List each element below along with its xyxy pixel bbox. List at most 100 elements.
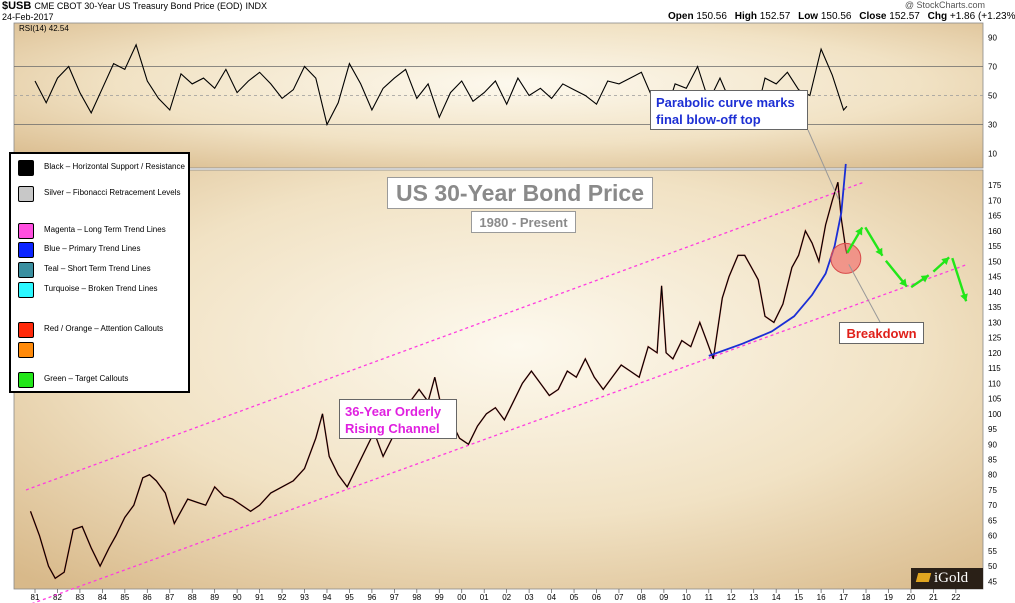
color-legend: Black – Horizontal Support / Resistance S…: [9, 152, 190, 393]
x-tick-label: 85: [120, 593, 129, 602]
breakdown-pointer-line: [848, 264, 881, 323]
close-label: Close: [859, 11, 887, 22]
open-label: Open: [668, 11, 694, 22]
x-tick-label: 87: [165, 593, 174, 602]
price-tick-label: 100: [988, 410, 1002, 419]
x-tick-label: 17: [839, 593, 848, 602]
annotation-overlays: [708, 129, 968, 357]
rsi-gridlines: [14, 66, 983, 125]
chart-symbol: $USB CME CBOT 30-Year US Treasury Bond P…: [2, 0, 267, 12]
x-tick-labels: 81 82 83 84 85 86 87 88 89 90 91 92 93 94 95 96 97 98 99 00…: [31, 589, 961, 602]
x-tick-label: 94: [323, 593, 332, 602]
legend-swatch: [18, 322, 34, 338]
igold-logo: iGold: [911, 568, 983, 589]
x-tick-label: 83: [75, 593, 84, 602]
x-tick-label: 11: [705, 593, 714, 602]
symbol-label: $USB: [2, 0, 32, 12]
breakdown-callout: Breakdown: [839, 322, 924, 344]
price-tick-label: 50: [988, 562, 997, 571]
rsi-tick-label: 90: [988, 34, 997, 43]
parabolic-callout: Parabolic curve marks final blow-off top: [650, 90, 808, 130]
x-tick-label: 91: [255, 593, 264, 602]
legend-label: Black – Horizontal Support / Resistance: [44, 162, 185, 171]
x-tick-label: 03: [525, 593, 534, 602]
lower-channel-line: [31, 263, 968, 603]
target-arrow-head: [920, 275, 929, 283]
chart-date: 24-Feb-2017: [2, 12, 54, 22]
x-tick-label: 02: [502, 593, 511, 602]
x-tick-label: 04: [547, 593, 556, 602]
chart-subtitle: 1980 - Present: [471, 211, 576, 233]
upper-channel-line: [25, 181, 864, 491]
x-tick-label: 90: [233, 593, 242, 602]
price-tick-label: 90: [988, 440, 997, 449]
x-tick-label: 88: [188, 593, 197, 602]
legend-label: Green – Target Callouts: [44, 374, 129, 383]
parabolic-pointer-line: [807, 129, 840, 201]
x-tick-label: 92: [278, 593, 287, 602]
rsi-label: RSI(14) 42.54: [19, 24, 69, 33]
price-tick-label: 160: [988, 227, 1002, 236]
price-tick-label: 150: [988, 257, 1002, 266]
symbol-description: CME CBOT 30-Year US Treasury Bond Price …: [34, 1, 243, 11]
legend-swatch: [18, 160, 34, 176]
gold-bar-icon: [915, 573, 932, 582]
legend-swatch: [18, 262, 34, 278]
price-series: [29, 181, 848, 580]
x-tick-label: 08: [637, 593, 646, 602]
rsi-tick-label: 50: [988, 92, 997, 101]
x-tick-label: 14: [772, 593, 781, 602]
price-tick-label: 115: [988, 364, 1001, 373]
rsi-line: [34, 43, 848, 127]
legend-swatch: [18, 186, 34, 202]
price-tick-label: 45: [988, 577, 997, 586]
rising-channel: [25, 181, 968, 603]
price-tick-labels: 45 50 55 60 65 70 75 80 85 90 95 100 105 110 115 120 125…: [988, 181, 1002, 586]
price-tick-label: 165: [988, 212, 1002, 221]
price-tick-label: 145: [988, 273, 1002, 282]
low-value: 150.56: [820, 11, 852, 22]
x-tick-label: 21: [929, 593, 938, 602]
price-tick-label: 75: [988, 486, 997, 495]
price-line: [29, 182, 848, 580]
price-tick-label: 140: [988, 288, 1002, 297]
x-tick-label: 01: [480, 593, 489, 602]
price-tick-label: 175: [988, 181, 1002, 190]
legend-label: Silver – Fibonacci Retracement Levels: [44, 188, 181, 197]
x-tick-label: 20: [906, 593, 915, 602]
high-label: High: [734, 11, 757, 22]
x-tick-label: 82: [53, 593, 62, 602]
rsi-series: [34, 43, 848, 127]
channel-callout: 36-Year Orderly Rising Channel: [339, 399, 457, 439]
x-tick-label: 89: [210, 593, 219, 602]
quote-summary: Open 150.56 High 152.57 Low 150.56 Close…: [668, 11, 1015, 22]
price-tick-label: 80: [988, 471, 997, 480]
rsi-tick-label: 70: [988, 63, 997, 72]
legend-swatch: [18, 342, 34, 358]
x-tick-label: 12: [727, 593, 736, 602]
x-tick-label: 98: [412, 593, 421, 602]
price-tick-label: 120: [988, 349, 1002, 358]
chg-value: +1.86 (+1.23%): [949, 11, 1015, 22]
x-tick-label: 93: [300, 593, 309, 602]
price-tick-label: 135: [988, 303, 1002, 312]
x-tick-label: 05: [570, 593, 579, 602]
x-tick-label: 96: [367, 593, 376, 602]
legend-label: Turquoise – Broken Trend Lines: [44, 284, 158, 293]
rsi-tick-labels: 10 30 50 70 90: [988, 34, 997, 159]
price-tick-label: 65: [988, 516, 997, 525]
x-tick-label: 81: [31, 593, 40, 602]
price-tick-label: 55: [988, 547, 997, 556]
rsi-tick-label: 30: [988, 121, 997, 130]
x-tick-label: 84: [98, 593, 107, 602]
low-label: Low: [798, 11, 819, 22]
price-tick-label: 110: [988, 379, 1001, 388]
channel-callout-line2: Rising Channel: [345, 421, 440, 436]
legend-label: Red / Orange – Attention Callouts: [44, 324, 164, 333]
chg-label: Chg: [927, 11, 948, 22]
x-tick-label: 06: [592, 593, 601, 602]
copyright-label: @ StockCharts.com: [904, 0, 985, 10]
target-arrow-head: [960, 293, 968, 302]
x-tick-label: 18: [862, 593, 871, 602]
x-tick-label: 10: [682, 593, 691, 602]
